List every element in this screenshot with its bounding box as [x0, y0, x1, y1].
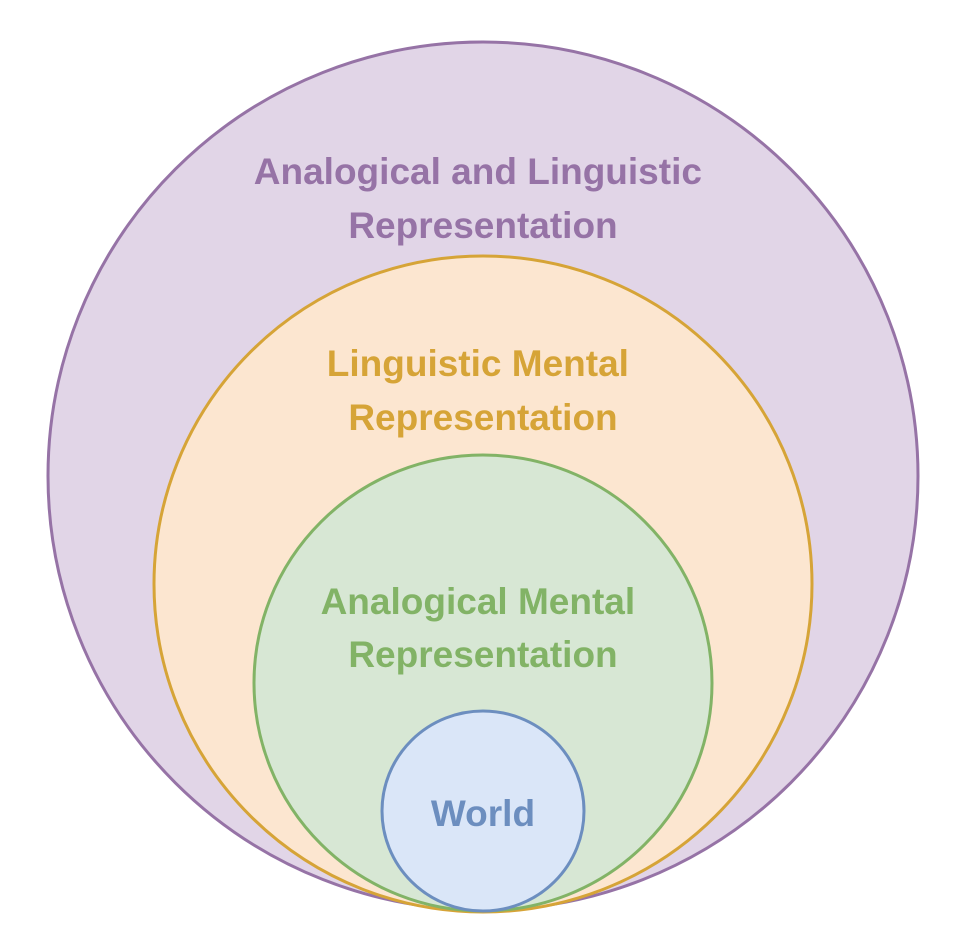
linguistic-label-line-2: Representation: [348, 397, 617, 438]
analogical-label-line-1: Analogical Mental: [321, 581, 636, 622]
world-circle: [380, 709, 586, 913]
linguistic-label: Linguistic Mental Representation: [327, 343, 639, 438]
analogical-label: Analogical Mental Representation: [321, 581, 646, 675]
outer-label: Analogical and Linguistic Representation: [254, 151, 712, 246]
outer-label-line-2: Representation: [348, 205, 617, 246]
analogical-label-line-2: Representation: [348, 634, 617, 675]
world-label: World: [431, 793, 535, 834]
linguistic-label-line-1: Linguistic Mental: [327, 343, 629, 384]
outer-label-line-1: Analogical and Linguistic: [254, 151, 702, 192]
